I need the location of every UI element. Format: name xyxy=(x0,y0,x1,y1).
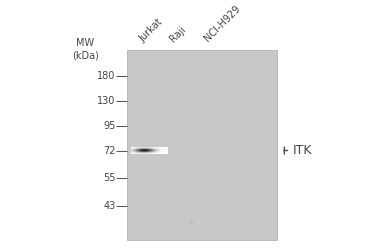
Ellipse shape xyxy=(189,221,194,225)
Bar xyxy=(127,50,277,240)
Text: Jurkat: Jurkat xyxy=(137,16,165,44)
Text: 55: 55 xyxy=(103,173,116,183)
Text: NCI-H929: NCI-H929 xyxy=(203,4,243,44)
Text: 43: 43 xyxy=(104,201,116,211)
Text: 95: 95 xyxy=(104,120,116,130)
Text: 72: 72 xyxy=(103,146,116,156)
Text: 130: 130 xyxy=(97,96,116,106)
Text: MW
(kDa): MW (kDa) xyxy=(72,38,99,60)
Text: 180: 180 xyxy=(97,70,116,81)
Text: Raji: Raji xyxy=(168,24,188,44)
Text: ITK: ITK xyxy=(293,144,313,157)
